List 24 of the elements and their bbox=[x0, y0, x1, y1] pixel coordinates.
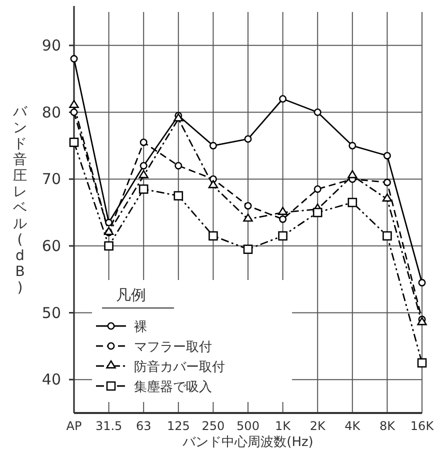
y-tick-label: 40 bbox=[42, 370, 61, 389]
x-axis-title: バンド中心周波数(Hz) bbox=[182, 434, 314, 450]
x-tick-label: 16K bbox=[410, 419, 435, 433]
legend-label: マフラー取付 bbox=[134, 340, 212, 355]
y-tick-label: 90 bbox=[42, 36, 61, 54]
y-tick-label: 50 bbox=[42, 304, 61, 322]
x-tick-label: 1K bbox=[275, 419, 292, 433]
x-tick-label: 125 bbox=[166, 419, 190, 433]
legend-label: 集塵器で吸入 bbox=[134, 380, 212, 395]
y-tick-label: 60 bbox=[42, 236, 61, 255]
x-tick-label: 31.5 bbox=[95, 419, 122, 433]
x-tick-label: 500 bbox=[236, 419, 260, 433]
legend-title: 凡例 bbox=[116, 286, 146, 304]
x-tick-label: 2K bbox=[310, 419, 326, 433]
text: バンド音圧レベル(dB) bbox=[13, 104, 27, 296]
x-tick-label: 63 bbox=[136, 419, 152, 433]
legend-label: 防音カバー取付 bbox=[134, 360, 225, 375]
legend-label: 裸 bbox=[134, 320, 147, 335]
x-tick-label: 8K bbox=[379, 419, 396, 433]
x-tick-label: 4K bbox=[344, 419, 362, 433]
y-tick-label: 80 bbox=[42, 103, 61, 122]
x-tick-label: 250 bbox=[202, 419, 225, 433]
y-tick-label: 70 bbox=[42, 170, 61, 188]
x-tick-label: AP bbox=[66, 419, 82, 433]
